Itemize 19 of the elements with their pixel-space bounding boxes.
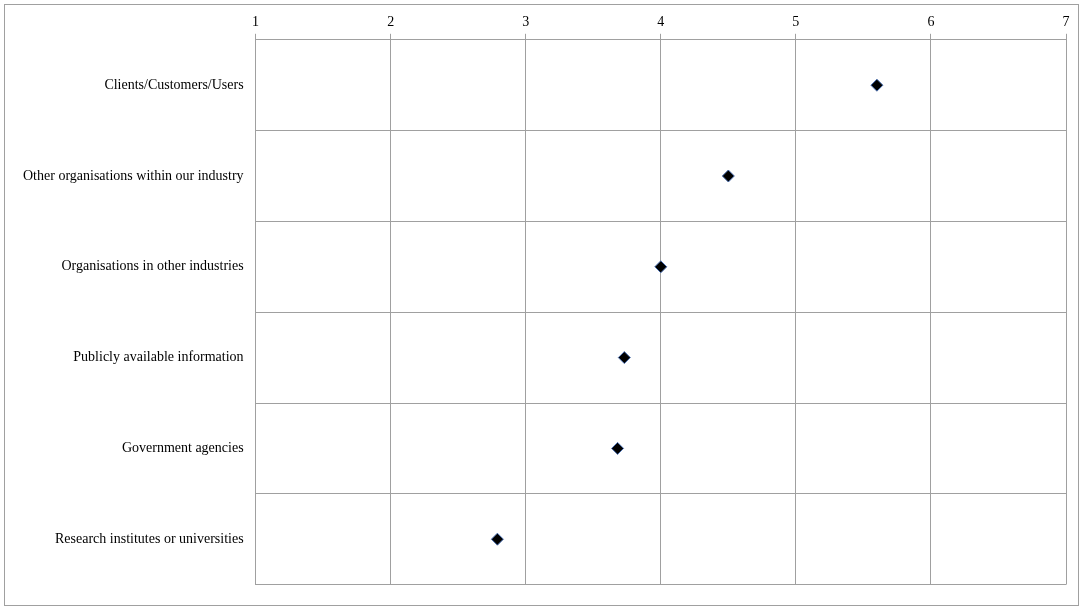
x-tick-label: 6 (927, 14, 935, 30)
x-tick-label: 7 (1062, 14, 1070, 30)
y-tick-label: Government agencies (121, 440, 244, 456)
point (654, 260, 668, 274)
point (611, 441, 625, 455)
y-tick-label: Publicly available information (73, 349, 244, 365)
y-tick-label: Other organisations within our industry (23, 167, 244, 183)
x-tick-label: 1 (252, 14, 260, 30)
point (617, 351, 631, 365)
point (870, 78, 884, 92)
x-tick-label: 5 (792, 14, 800, 30)
point (721, 169, 735, 183)
y-tick-label: Research institutes or universities (55, 530, 244, 546)
x-tick-label: 2 (387, 14, 395, 30)
y-tick-label: Organisations in other industries (61, 258, 244, 274)
x-tick-label: 3 (522, 14, 530, 30)
y-tick-label: Clients/Customers/Users (104, 76, 244, 92)
point (490, 532, 504, 546)
x-tick-label: 4 (657, 14, 665, 30)
